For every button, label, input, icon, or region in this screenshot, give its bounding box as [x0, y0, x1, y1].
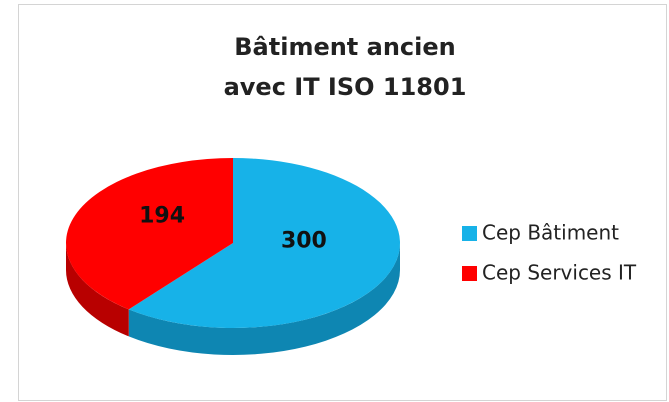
pie-slice-side	[65, 243, 129, 337]
pie-slice-side	[128, 243, 401, 355]
data-label: 194	[139, 203, 185, 228]
legend-label: Cep Services IT	[482, 261, 637, 285]
chart-title: Bâtiment ancien	[234, 33, 455, 61]
data-label: 300	[281, 229, 327, 254]
pie-slice	[66, 158, 233, 310]
legend-swatch	[462, 226, 477, 241]
chart-title: avec IT ISO 11801	[224, 73, 467, 101]
pie-slice	[128, 158, 401, 328]
legend-swatch	[462, 266, 477, 281]
legend-label: Cep Bâtiment	[482, 221, 619, 245]
